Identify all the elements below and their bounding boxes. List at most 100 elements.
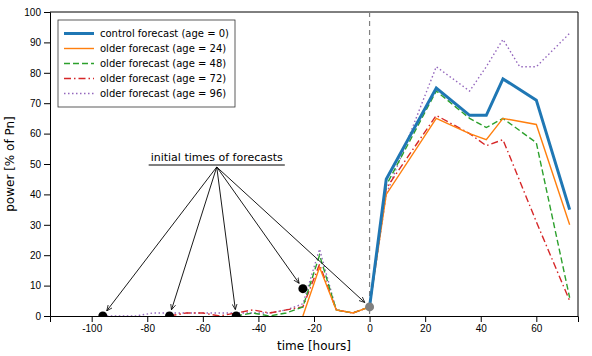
legend-swatch: [64, 32, 94, 35]
frame-top: [50, 12, 578, 13]
x-axis: -100 -80 -60 -40 -20 0 20 40 60: [51, 316, 579, 334]
x-tick-label: 40: [476, 323, 488, 334]
legend-swatch: [64, 93, 94, 94]
legend-swatch: [64, 78, 94, 79]
y-tick-mark: [44, 12, 50, 13]
annotation-arrow: [217, 167, 236, 310]
y-tick-label: 30: [30, 220, 42, 231]
legend-box: [58, 20, 235, 107]
x-tick-label: -60: [196, 323, 211, 334]
x-tick-mark: [481, 316, 482, 322]
x-tick: 0: [367, 316, 373, 334]
y-tick-mark: [44, 225, 50, 226]
y-tick: 90: [30, 37, 50, 48]
x-tick: 60: [531, 316, 543, 334]
annotation-arrow: [171, 167, 216, 310]
y-tick-mark: [44, 164, 50, 165]
y-tick-label: 0: [35, 311, 41, 322]
legend-label: older forecast (age = 48): [100, 58, 226, 69]
x-tick: -40: [252, 316, 267, 334]
y-tick-label: 70: [30, 98, 42, 109]
x-tick: -100: [82, 316, 102, 334]
legend-item: older forecast (age = 72): [64, 73, 226, 84]
annotation-rule: [149, 165, 285, 166]
x-tick-label: -100: [82, 323, 102, 334]
y-tick: 40: [30, 189, 50, 200]
x-axis-line: [51, 317, 579, 323]
y-tick: 30: [30, 220, 50, 231]
x-tick: 20: [420, 316, 432, 334]
forecast-start-dot: [365, 302, 374, 311]
annotation-text: initial times of forecasts: [151, 151, 283, 164]
x-tick-mark: [92, 316, 93, 322]
legend-item: older forecast (age = 24): [64, 43, 226, 54]
y-axis: 0 10 20 30 40 50 60 70 80 90 100: [24, 7, 50, 322]
x-tick-label: -80: [141, 323, 156, 334]
x-tick-mark: [425, 316, 426, 322]
annotation-arrow: [217, 167, 299, 283]
vertical-line: [369, 12, 370, 316]
x-tick-label: -20: [307, 323, 322, 334]
forecast-start-dot: [98, 312, 107, 317]
legend-label: older forecast (age = 96): [100, 88, 226, 99]
y-tick: 20: [30, 250, 50, 261]
y-tick-mark: [44, 255, 50, 256]
plot-area: [98, 12, 569, 316]
x-tick: -20: [307, 316, 322, 334]
y-tick: 0: [35, 311, 50, 322]
legend-item: older forecast (age = 96): [64, 88, 226, 99]
x-tick-mark: [258, 316, 259, 322]
y-tick-mark: [44, 42, 50, 43]
legend-item: older forecast (age = 48): [64, 58, 226, 69]
y-tick-label: 10: [30, 280, 42, 291]
forecast-start-dot: [298, 284, 307, 293]
legend-swatch: [64, 48, 94, 49]
y-tick-mark: [44, 134, 50, 135]
y-tick-label: 40: [30, 189, 42, 200]
y-tick-label: 80: [30, 68, 42, 79]
y-tick-mark: [44, 103, 50, 104]
x-tick: -80: [141, 316, 156, 334]
y-tick: 70: [30, 98, 50, 109]
x-tick: -60: [196, 316, 211, 334]
y-tick: 100: [24, 7, 50, 18]
x-tick-label: 0: [367, 323, 373, 334]
series-line: [303, 118, 570, 316]
annotation-arrow: [107, 167, 217, 311]
x-tick-mark: [370, 316, 371, 322]
y-tick-mark: [44, 316, 50, 317]
annotation-arrow: [217, 167, 365, 302]
y-tick-label: 90: [30, 37, 42, 48]
series-line: [169, 115, 569, 316]
y-tick-mark: [44, 194, 50, 195]
y-tick: 80: [30, 68, 50, 79]
y-tick-label: 50: [30, 159, 42, 170]
frame-right: [578, 12, 579, 316]
y-tick: 60: [30, 128, 50, 139]
y-axis-title: power [% of Pn]: [3, 116, 17, 212]
y-tick-label: 100: [24, 7, 41, 18]
y-tick: 50: [30, 159, 50, 170]
x-axis-title: time [hours]: [277, 339, 351, 353]
legend-label: older forecast (age = 24): [100, 43, 226, 54]
legend-label: control forecast (age = 0): [100, 28, 229, 39]
series-line: [370, 79, 570, 307]
x-tick-mark: [147, 316, 148, 322]
legend-label: older forecast (age = 72): [100, 73, 226, 84]
forecast-start-dot: [165, 312, 174, 317]
legend-item: control forecast (age = 0): [64, 28, 229, 39]
y-tick-mark: [44, 286, 50, 287]
x-tick-label: -40: [252, 323, 267, 334]
series-line: [236, 91, 569, 316]
chart: -100 -80 -60 -40 -20 0 20 40 60 0 10 20 30 40 50 60 70 80…: [0, 0, 592, 356]
annotation-layer: initial times of forecasts: [107, 151, 365, 311]
y-axis-line: [44, 13, 51, 317]
y-tick-label: 20: [30, 250, 42, 261]
y-tick-mark: [44, 73, 50, 74]
x-tick-mark: [536, 316, 537, 322]
forecast-start-dot: [232, 312, 241, 317]
x-tick-mark: [203, 316, 204, 322]
x-tick-label: 20: [420, 323, 432, 334]
x-tick-mark: [314, 316, 315, 322]
legend-swatch: [64, 63, 94, 64]
